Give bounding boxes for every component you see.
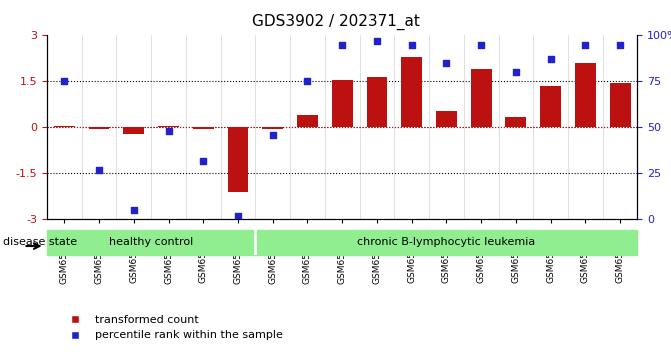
Point — [59, 79, 70, 84]
Bar — [54, 126, 74, 127]
Bar — [227, 127, 248, 192]
Point — [546, 57, 556, 62]
Point — [233, 213, 244, 219]
Bar — [575, 63, 596, 127]
Point — [94, 167, 105, 173]
Point — [511, 69, 521, 75]
Point — [337, 42, 348, 47]
Point — [476, 42, 486, 47]
Bar — [505, 117, 526, 127]
Point — [267, 132, 278, 138]
Bar — [366, 77, 387, 127]
Point — [441, 60, 452, 66]
Bar — [262, 127, 283, 129]
Point — [372, 38, 382, 44]
Text: healthy control: healthy control — [109, 238, 193, 247]
Bar — [256, 230, 637, 255]
Bar — [610, 83, 631, 127]
Bar — [47, 230, 256, 255]
Bar — [540, 86, 561, 127]
Point — [615, 42, 625, 47]
Point — [407, 42, 417, 47]
Bar — [471, 69, 492, 127]
Bar — [193, 127, 213, 129]
Point — [198, 158, 209, 164]
Bar — [123, 127, 144, 133]
Bar — [158, 126, 179, 127]
Legend: transformed count, percentile rank within the sample: transformed count, percentile rank withi… — [59, 310, 287, 345]
Bar — [331, 80, 353, 127]
Text: disease state: disease state — [3, 238, 77, 247]
Point — [163, 128, 174, 134]
Bar — [89, 127, 109, 129]
Text: GDS3902 / 202371_at: GDS3902 / 202371_at — [252, 14, 419, 30]
Bar — [401, 57, 422, 127]
Text: chronic B-lymphocytic leukemia: chronic B-lymphocytic leukemia — [357, 238, 535, 247]
Point — [128, 207, 139, 213]
Bar — [436, 110, 457, 127]
Point — [302, 79, 313, 84]
Bar — [297, 115, 318, 127]
Point — [580, 42, 590, 47]
